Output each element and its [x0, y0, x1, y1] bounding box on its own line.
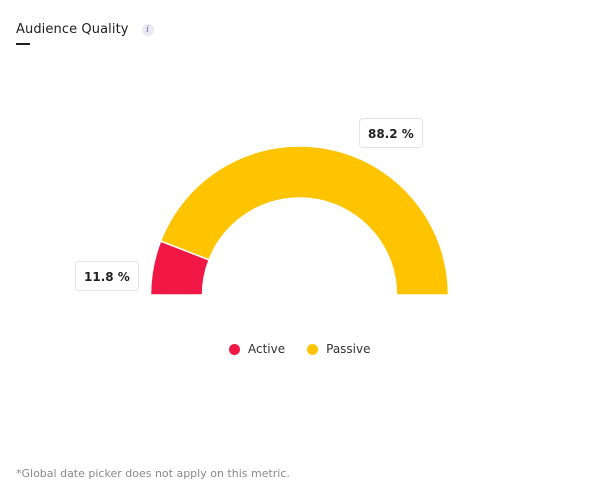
legend-dot-active	[229, 343, 240, 355]
title-underline	[16, 43, 30, 45]
legend-label-active: Active	[248, 342, 286, 356]
arc-passive[interactable]	[159, 145, 450, 296]
data-label-active: 11.8 %	[75, 261, 139, 291]
chart-legend: Active Passive	[229, 342, 371, 356]
legend-item-passive[interactable]: Passive	[307, 342, 371, 356]
footnote: *Global date picker does not apply on th…	[16, 467, 290, 480]
chart-title: Audience Quality	[16, 22, 129, 37]
legend-item-active[interactable]: Active	[229, 342, 285, 356]
info-icon[interactable]: i	[141, 23, 154, 36]
legend-label-passive: Passive	[326, 342, 371, 356]
legend-dot-passive	[307, 343, 319, 355]
chart-header: Audience Quality i	[16, 22, 154, 37]
data-label-passive: 88.2 %	[359, 118, 423, 148]
